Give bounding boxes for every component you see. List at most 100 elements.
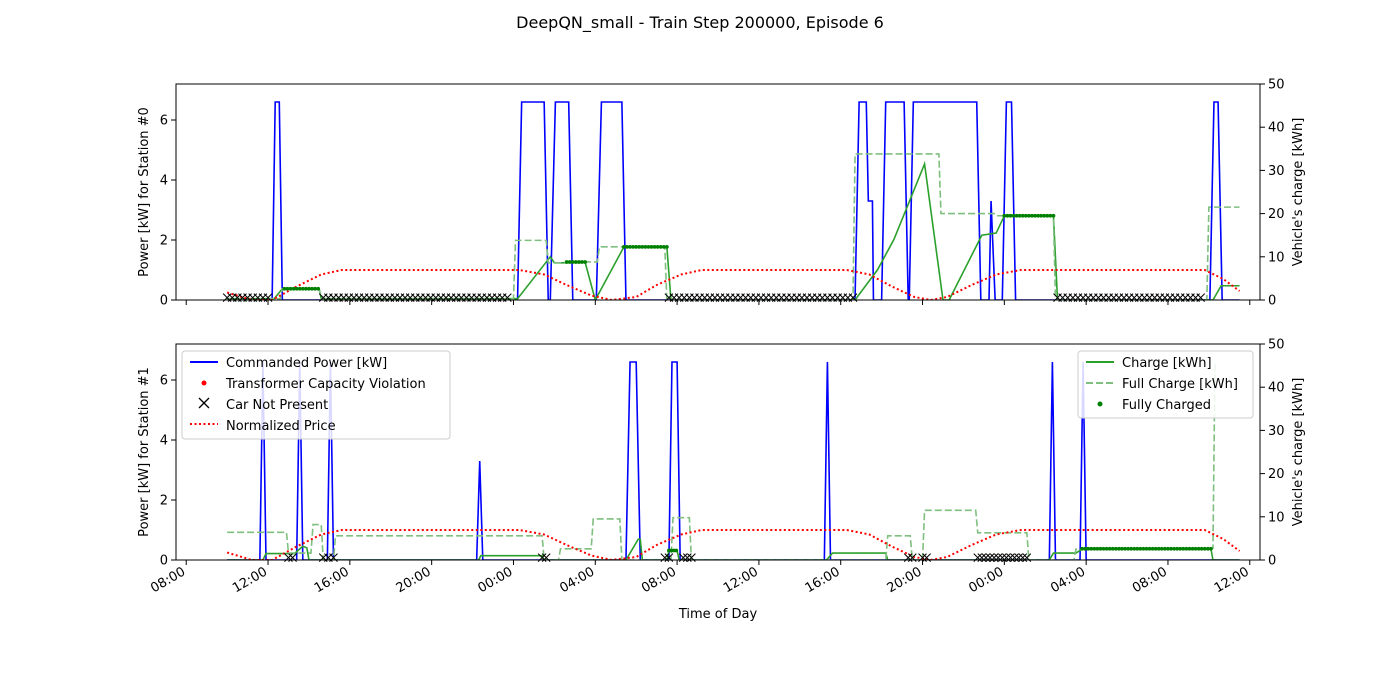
marker-fully-charged — [631, 244, 636, 249]
marker-fully-charged — [674, 548, 679, 553]
marker-fully-charged — [1080, 546, 1084, 551]
marker-fully-charged — [1005, 213, 1010, 218]
markers-fully-charged-station-1 — [1080, 546, 1213, 551]
marker-fully-charged — [625, 244, 629, 249]
marker-fully-charged — [1156, 546, 1161, 551]
ytick-label-right: 10 — [1268, 510, 1285, 525]
ytick-label-right: 0 — [1268, 294, 1276, 309]
marker-fully-charged — [567, 260, 572, 264]
marker-fully-charged — [1083, 546, 1088, 551]
marker-fully-charged — [580, 260, 584, 264]
axes-frame-station-0 — [175, 83, 1261, 301]
marker-fully-charged — [1017, 213, 1022, 218]
marker-fully-charged — [655, 244, 660, 249]
marker-fully-charged — [1042, 213, 1047, 218]
marker-fully-charged — [570, 260, 575, 264]
legend-right: Charge [kWh] Full Charge [kWh] Fully Cha… — [1077, 350, 1254, 419]
legend-label-normalized-price: Normalized Price — [226, 419, 336, 434]
marker-fully-charged — [1101, 546, 1106, 551]
marker-fully-charged — [1196, 546, 1201, 551]
marker-fully-charged — [1020, 213, 1025, 218]
legend-entry-fully-charged: Fully Charged — [1097, 398, 1211, 413]
legend-swatch-transformer-violation — [201, 380, 207, 386]
ylabel-left-station-1: Power [kW] for Station #1 — [137, 367, 152, 537]
ytick-label-right: 50 — [1268, 338, 1285, 353]
series-charge-kwh-station-1 — [227, 538, 1240, 560]
marker-fully-charged — [1045, 213, 1050, 218]
marker-fully-charged — [291, 286, 296, 291]
marker-fully-charged — [1089, 546, 1094, 551]
marker-fully-charged — [1110, 546, 1115, 551]
marker-fully-charged — [643, 244, 648, 249]
marker-fully-charged — [310, 286, 314, 291]
marker-fully-charged — [1144, 546, 1149, 551]
legend-entry-normalized-price: Normalized Price — [190, 419, 336, 434]
ytick-label-left: 4 — [160, 434, 168, 449]
marker-fully-charged — [1132, 546, 1137, 551]
ytick-label-left: 0 — [160, 294, 168, 309]
markers-fully-charged-station-0 — [622, 244, 669, 249]
marker-fully-charged — [1048, 213, 1053, 218]
marker-fully-charged — [1190, 546, 1195, 551]
marker-fully-charged — [1162, 546, 1167, 551]
marker-fully-charged — [1039, 213, 1044, 218]
legend-entry-car-not-present: Car Not Present — [198, 397, 328, 413]
series-normalized-price-station-1 — [226, 529, 1241, 560]
markers-fully-charged-station-0 — [564, 260, 587, 264]
ytick-label-left: 6 — [160, 114, 168, 129]
marker-fully-charged — [282, 286, 287, 291]
series-commanded-power-kw-station-0 — [227, 101, 1240, 300]
marker-fully-charged — [1166, 546, 1170, 551]
marker-fully-charged — [294, 286, 299, 291]
ylabel-right-station-0: Vehicle's charge [kWh] — [1291, 118, 1306, 267]
series-normalized-price-station-0 — [226, 269, 1241, 300]
marker-fully-charged — [1051, 213, 1056, 218]
legend-label-transformer-violation: Transformer Capacity Violation — [225, 377, 426, 392]
ytick-label-left: 4 — [160, 174, 168, 189]
ytick-label-left: 2 — [160, 494, 168, 509]
panel-station-0: 0 2 4 6 0 10 20 30 40 50 Power [kW] for Station #0… — [137, 78, 1306, 309]
legend-label-full-charge: Full Charge [kWh] — [1122, 377, 1238, 392]
marker-fully-charged — [1205, 546, 1210, 551]
marker-fully-charged — [646, 244, 651, 249]
marker-fully-charged — [1095, 546, 1100, 551]
ytick-label-left: 6 — [160, 374, 168, 389]
markers-fully-charged-station-0 — [1002, 213, 1056, 218]
legend-right-box — [1077, 350, 1254, 419]
marker-fully-charged — [1202, 546, 1207, 551]
marker-fully-charged — [564, 260, 569, 264]
marker-fully-charged — [316, 286, 321, 291]
marker-fully-charged — [1150, 546, 1155, 551]
legend-label-car-not-present: Car Not Present — [226, 398, 328, 413]
marker-fully-charged — [573, 260, 578, 264]
markers-fully-charged-station-1 — [667, 548, 679, 553]
ylabel-right-station-1: Vehicle's charge [kWh] — [1291, 378, 1306, 527]
ytick-label-right: 50 — [1268, 78, 1285, 93]
marker-fully-charged — [661, 244, 666, 249]
legend-label-fully-charged: Fully Charged — [1122, 398, 1211, 413]
legend-entry-charge: Charge [kWh] — [1086, 356, 1212, 371]
marker-fully-charged — [1147, 546, 1152, 551]
marker-fully-charged — [658, 244, 663, 249]
marker-fully-charged — [640, 244, 645, 249]
legend-label-charge: Charge [kWh] — [1122, 356, 1212, 371]
figure-title: DeepQN_small - Train Step 200000, Episod… — [516, 13, 884, 33]
marker-fully-charged — [1129, 546, 1134, 551]
marker-fully-charged — [1178, 546, 1183, 551]
ytick-label-left: 2 — [160, 234, 168, 249]
marker-fully-charged — [649, 244, 654, 249]
marker-fully-charged — [634, 244, 639, 249]
marker-fully-charged — [583, 260, 587, 264]
legend-swatch-fully-charged — [1097, 401, 1103, 407]
marker-fully-charged — [1181, 546, 1186, 551]
marker-fully-charged — [1126, 546, 1130, 551]
marker-fully-charged — [1199, 546, 1204, 551]
marker-fully-charged — [1169, 546, 1173, 551]
marker-fully-charged — [1008, 213, 1013, 218]
axes-frame-station-1 — [175, 343, 1261, 561]
marker-fully-charged — [628, 244, 632, 249]
legend-left-box — [181, 350, 451, 440]
marker-fully-charged — [300, 286, 305, 291]
marker-fully-charged — [288, 286, 293, 291]
